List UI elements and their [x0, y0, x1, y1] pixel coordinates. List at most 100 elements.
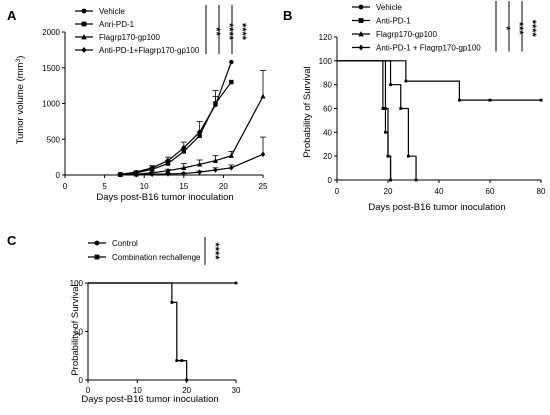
panel-a-data-point — [229, 165, 234, 171]
panel-a-data-point — [149, 171, 155, 178]
panel-b-series-line — [337, 60, 392, 180]
panel-b-censor-mark — [458, 98, 461, 102]
panel-a-data-point — [134, 171, 139, 178]
panel-a-legend-label: Flagrp170-gp100 — [99, 33, 160, 42]
panel-b-y-tick-label: 0 — [328, 176, 333, 185]
panel-b-censor-mark — [389, 178, 392, 182]
panel-a-legend-marker — [81, 8, 87, 14]
panel-a-data-point — [229, 59, 234, 65]
panel-c-legend-marker — [94, 254, 100, 260]
panel-b-legend-label: Vehicle — [376, 3, 402, 12]
panel-a-y-tick-label: 1000 — [42, 100, 60, 109]
panel-a-data-point — [118, 172, 123, 178]
panel-b-legend-marker — [358, 4, 364, 10]
panel-c-x-tick-label: 10 — [133, 386, 142, 395]
panel-c-x-tick-label: 0 — [86, 386, 91, 395]
panel-a-y-tick-label: 500 — [47, 135, 61, 144]
panel-c-legend-label: Control — [112, 239, 138, 248]
panel-a-data-point — [181, 149, 186, 154]
panel-c-ylabel: Probability of Survival — [70, 284, 81, 375]
panel-b-significance-label: *** — [513, 22, 525, 36]
panel-b-censor-mark — [407, 154, 410, 158]
panel-a-legend-marker — [81, 34, 87, 40]
panel-b-letter: B — [283, 8, 292, 23]
panel-b-significance-label: * — [500, 26, 512, 31]
panel-b-censor-mark — [488, 98, 492, 102]
panel-a-legend-label: Vehicle — [99, 7, 125, 16]
panel-a-legend-marker — [81, 47, 87, 53]
panel-c-letter: C — [7, 233, 17, 248]
panel-a-legend-label: Anti-PD-1+Flagrp170-gp100 — [99, 46, 200, 55]
panel-a-y-tick-label: 2000 — [42, 28, 60, 37]
panel-b-ylabel: Probability of Survival — [302, 66, 313, 157]
panel-a-data-point — [165, 161, 171, 166]
panel-a-significance-label: **** — [236, 23, 248, 41]
panel-a-legend-marker — [81, 21, 87, 27]
panel-a-data-point — [165, 167, 171, 173]
panel-a-y-tick-label: 0 — [56, 171, 61, 180]
panel-b-x-tick-label: 60 — [486, 187, 495, 196]
panel-c-x-tick-label: 30 — [232, 386, 241, 395]
panel-a-data-point — [228, 152, 234, 158]
panel-a-data-point — [165, 171, 171, 177]
panel-b-legend-marker — [358, 44, 364, 51]
panel-a-x-tick-label: 10 — [140, 182, 149, 191]
panel-b-y-tick-label: 20 — [323, 152, 332, 161]
panel-b-censor-mark — [539, 98, 543, 102]
panel-a-data-point — [181, 165, 187, 171]
panel-a-data-point — [212, 157, 219, 163]
panel-a-legend-label: Anri-PD-1 — [99, 20, 135, 29]
panel-a-y-tick-label: 1500 — [42, 64, 60, 73]
panel-b-censor-mark — [404, 79, 408, 83]
panel-c-significance-label: **** — [209, 242, 221, 260]
panel-b-x-tick-label: 80 — [537, 187, 546, 196]
panel-c-censor-mark — [170, 301, 174, 304]
panel-a-x-tick-label: 20 — [219, 182, 228, 191]
panel-a-x-tick-label: 0 — [63, 182, 68, 191]
panel-a-data-point — [149, 167, 155, 172]
panel-c-y-tick-label: 0 — [79, 376, 84, 385]
panel-a-significance-label: **** — [223, 23, 235, 41]
panel-a-x-tick-label: 25 — [259, 182, 268, 191]
panel-a-data-point — [197, 161, 203, 167]
panel-c-censor-mark — [175, 359, 179, 362]
panel-a-data-point — [197, 169, 202, 175]
panel-b-x-tick-label: 20 — [384, 187, 393, 196]
panel-b-y-tick-label: 60 — [323, 105, 332, 114]
panel-a-data-point — [213, 167, 218, 173]
panel-c-censor-mark — [185, 378, 189, 382]
panel-a-data-point — [229, 79, 234, 85]
panel-a-letter: A — [7, 8, 17, 23]
panel-b-legend-marker — [358, 31, 364, 37]
panel-c-censor-mark — [234, 281, 238, 285]
panel-c-legend-marker — [94, 240, 100, 246]
panel-a-data-point — [181, 170, 186, 177]
panel-c-series-line — [88, 282, 188, 380]
panel-b-x-tick-label: 40 — [435, 187, 444, 196]
panel-a-data-point — [213, 101, 218, 106]
panel-c-x-tick-label: 20 — [182, 386, 191, 395]
panel-b-legend-label: Anti-PD-1 — [376, 17, 411, 26]
panel-c-xlabel: Days post-B16 tumor inoculation — [81, 394, 218, 405]
panel-b-censor-mark — [399, 107, 403, 110]
panel-b-legend-label: Flagrp170-gp100 — [376, 30, 437, 39]
panel-b-y-tick-label: 100 — [319, 57, 333, 66]
panel-b-censor-mark — [381, 107, 385, 110]
panel-c-legend-label: Combination rechallenge — [112, 253, 201, 262]
panel-b-legend-label: Anti-PD-1 + Flagrp170-gp100 — [376, 44, 481, 53]
panel-a-x-tick-label: 5 — [102, 182, 107, 191]
panel-b-series-line — [337, 60, 417, 180]
panel-b-censor-mark — [389, 83, 392, 87]
panel-b-x-tick-label: 0 — [335, 187, 340, 196]
panel-c-censor-mark — [180, 359, 184, 362]
panel-b-significance-label: **** — [526, 20, 538, 38]
panel-b-y-tick-label: 80 — [323, 81, 332, 90]
panel-b-censor-mark — [384, 130, 387, 134]
panel-a-ylabel: Tumor volume (mm3) — [15, 56, 27, 145]
panel-b-xlabel: Days post-B16 tumor inoculation — [368, 202, 505, 213]
panel-b-y-tick-label: 120 — [319, 33, 333, 42]
panel-b-legend-marker — [358, 18, 364, 23]
panel-b-y-tick-label: 40 — [323, 128, 332, 137]
panel-b-censor-mark — [414, 178, 418, 182]
